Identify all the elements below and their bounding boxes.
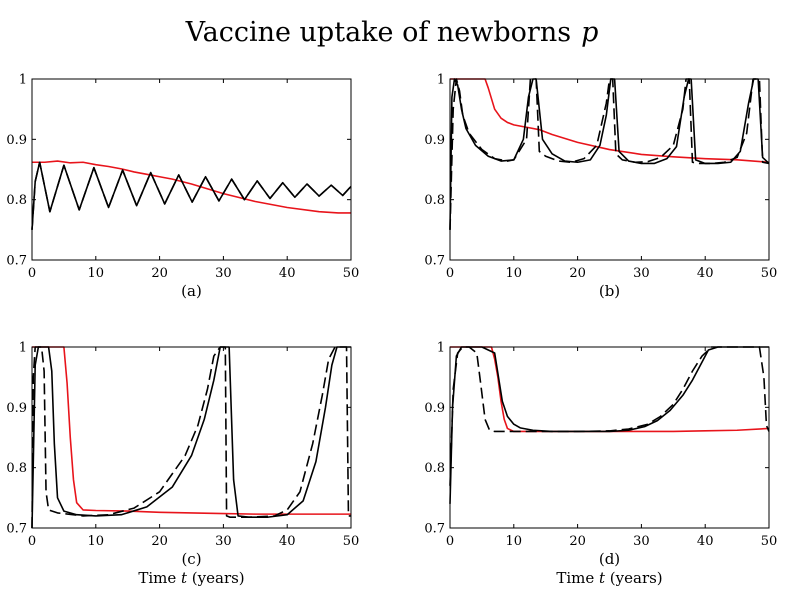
axes-frame xyxy=(449,78,770,261)
x-axis-label-var: t xyxy=(599,569,610,587)
figure-title: Vaccine uptake of newborns p xyxy=(185,17,599,48)
x-tick-label: 20 xyxy=(569,534,586,549)
y-tick-label: 0.9 xyxy=(6,133,27,148)
y-tick-label: 1 xyxy=(437,341,445,356)
y-tick-label: 0.7 xyxy=(424,254,445,269)
x-tick-label: 20 xyxy=(151,534,168,549)
x-tick-label: 20 xyxy=(569,266,586,281)
x-tick-label: 50 xyxy=(343,266,360,281)
y-tick-label: 0.9 xyxy=(424,401,445,416)
y-tick-label: 0.9 xyxy=(6,401,27,416)
y-tick-label: 0.7 xyxy=(6,254,27,269)
panel-d: 0 10 20 30 40 50 0.7 0.8 0.9 1 (d)Time t (years) xyxy=(424,341,777,588)
x-tick-label: 10 xyxy=(506,534,523,549)
axes-frame xyxy=(31,346,352,529)
series-solid-line xyxy=(31,161,352,230)
panel-c: 0 10 20 30 40 50 0.7 0.8 0.9 1 (c)Time t (years) xyxy=(6,341,359,588)
x-tick-label: 40 xyxy=(697,534,714,549)
x-tick-label: 30 xyxy=(633,534,650,549)
x-tick-label: 30 xyxy=(633,266,650,281)
x-tick-label: 20 xyxy=(151,266,168,281)
series-dashed-line xyxy=(31,161,352,230)
x-axis-label-text: Time xyxy=(556,569,599,587)
x-tick-label: 10 xyxy=(88,534,105,549)
x-axis-label-var: t xyxy=(181,569,192,587)
x-tick-label: 50 xyxy=(761,266,778,281)
y-tick-label: 0.8 xyxy=(6,461,27,476)
series-solid-line xyxy=(449,346,769,504)
panel-label: (b) xyxy=(599,282,620,300)
panel-a: 0 10 20 30 40 50 0.7 0.8 0.9 1 (a) xyxy=(6,73,359,301)
series-solid-line xyxy=(31,346,351,529)
x-tick-label: 30 xyxy=(215,534,232,549)
series-dashed-line xyxy=(31,346,351,529)
axes-frame xyxy=(449,346,770,529)
x-tick-label: 40 xyxy=(697,266,714,281)
y-tick-label: 0.9 xyxy=(424,133,445,148)
x-tick-label: 10 xyxy=(506,266,523,281)
x-tick-label: 0 xyxy=(446,266,454,281)
y-tick-label: 1 xyxy=(19,73,27,88)
y-tick-label: 0.8 xyxy=(6,193,27,208)
x-axis-label-text: Time xyxy=(138,569,181,587)
x-tick-label: 50 xyxy=(761,534,778,549)
y-tick-label: 1 xyxy=(437,73,445,88)
y-tick-label: 0.8 xyxy=(424,193,445,208)
x-tick-label: 40 xyxy=(279,266,296,281)
figure-title-text: Vaccine uptake of newborns xyxy=(185,17,572,48)
panel-label: (a) xyxy=(181,282,202,300)
x-tick-label: 50 xyxy=(343,534,360,549)
x-axis-label-unit: (years) xyxy=(610,569,663,587)
x-axis-label: Time t (years) xyxy=(138,569,244,587)
x-axis-label: Time t (years) xyxy=(556,569,662,587)
panel-label: (c) xyxy=(181,550,201,568)
series-dashed-line xyxy=(449,346,770,486)
series-red-line xyxy=(450,346,770,433)
series-dashed-line xyxy=(449,78,770,230)
x-axis-label-unit: (years) xyxy=(192,569,245,587)
series-red-line xyxy=(32,160,351,214)
x-tick-label: 30 xyxy=(215,266,232,281)
series-solid-line xyxy=(449,78,770,230)
x-tick-label: 0 xyxy=(446,534,454,549)
series-red-line xyxy=(450,78,770,164)
y-tick-label: 0.8 xyxy=(424,461,445,476)
x-tick-label: 10 xyxy=(88,266,105,281)
x-tick-label: 0 xyxy=(28,266,36,281)
panel-b: 0 10 20 30 40 50 0.7 0.8 0.9 1 (b) xyxy=(424,73,777,301)
y-tick-label: 1 xyxy=(19,341,27,356)
panel-label: (d) xyxy=(599,550,620,568)
series-red-line xyxy=(32,346,351,515)
x-tick-label: 0 xyxy=(28,534,36,549)
y-tick-label: 0.7 xyxy=(6,522,27,537)
x-tick-label: 40 xyxy=(279,534,296,549)
figure-title-var: p xyxy=(581,17,598,48)
axes-frame xyxy=(31,78,352,261)
y-tick-label: 0.7 xyxy=(424,522,445,537)
